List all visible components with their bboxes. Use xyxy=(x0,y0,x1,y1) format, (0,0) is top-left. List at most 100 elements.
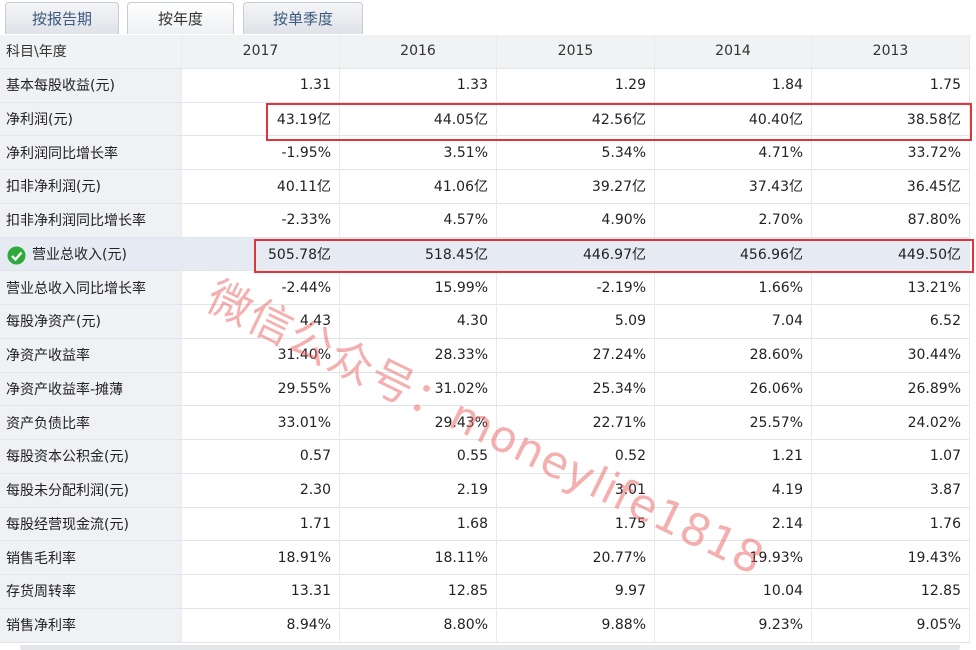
row-label: 基本每股收益(元) xyxy=(0,68,182,103)
value-cell: 5.34% xyxy=(497,136,655,170)
value-cell: 2.19 xyxy=(340,473,497,508)
value-cell: 22.71% xyxy=(497,406,655,440)
value-cell: 4.71% xyxy=(655,136,812,170)
row-label: 每股净资产(元) xyxy=(0,305,182,339)
value-cell: 28.60% xyxy=(655,338,812,373)
value-cell: 1.75 xyxy=(812,68,970,103)
value-cell: 9.05% xyxy=(812,608,970,643)
value-cell: 27.24% xyxy=(497,338,655,373)
value-cell: 29.43% xyxy=(340,406,497,440)
value-cell: 87.80% xyxy=(812,203,970,238)
value-cell: 4.30 xyxy=(340,305,497,339)
value-cell: 446.97亿 xyxy=(497,237,655,272)
value-cell: 4.43 xyxy=(182,305,340,339)
value-cell: -2.33% xyxy=(182,203,340,238)
value-cell: 3.51% xyxy=(340,136,497,170)
value-cell: 1.33 xyxy=(340,68,497,103)
value-cell: 30.44% xyxy=(812,338,970,373)
row-label: 存货周转率 xyxy=(0,575,182,609)
value-cell: 39.27亿 xyxy=(497,170,655,204)
value-cell: 7.04 xyxy=(655,305,812,339)
value-cell: 40.40亿 xyxy=(655,102,812,137)
value-cell: 2.70% xyxy=(655,203,812,238)
value-cell: 31.02% xyxy=(340,372,497,407)
value-cell: 0.55 xyxy=(340,440,497,474)
row-label: 扣非净利润(元) xyxy=(0,170,182,204)
header-cell: 2015 xyxy=(497,35,655,69)
value-cell: 1.21 xyxy=(655,440,812,474)
value-cell: 518.45亿 xyxy=(340,237,497,272)
value-cell: 31.40% xyxy=(182,338,340,373)
value-cell: 1.68 xyxy=(340,507,497,542)
value-cell: 33.72% xyxy=(812,136,970,170)
row-label: 净利润(元) xyxy=(0,102,182,137)
value-cell: 40.11亿 xyxy=(182,170,340,204)
value-cell: 24.02% xyxy=(812,406,970,440)
value-cell: 28.33% xyxy=(340,338,497,373)
value-cell: 15.99% xyxy=(340,271,497,305)
value-cell: 0.57 xyxy=(182,440,340,474)
value-cell: 42.56亿 xyxy=(497,102,655,137)
value-cell: 13.31 xyxy=(182,575,340,609)
row-label: 营业总收入(元) xyxy=(0,237,182,272)
value-cell: 25.57% xyxy=(655,406,812,440)
value-cell: 4.19 xyxy=(655,473,812,508)
value-cell: 26.89% xyxy=(812,372,970,407)
tab[interactable]: 按年度 xyxy=(127,2,234,34)
header-cell: 2016 xyxy=(340,35,497,69)
value-cell: 13.21% xyxy=(812,271,970,305)
value-cell: 4.57% xyxy=(340,203,497,238)
value-cell: 19.93% xyxy=(655,541,812,575)
value-cell: 12.85 xyxy=(812,575,970,609)
value-cell: 26.06% xyxy=(655,372,812,407)
tab[interactable]: 按报告期 xyxy=(5,2,119,34)
header-cell: 2017 xyxy=(182,35,340,69)
header-cell: 2013 xyxy=(812,35,970,69)
row-label: 净资产收益率-摊薄 xyxy=(0,372,182,407)
tab[interactable]: 按单季度 xyxy=(243,2,363,34)
row-label: 每股资本公积金(元) xyxy=(0,440,182,474)
header-cell: 2014 xyxy=(655,35,812,69)
value-cell: 8.94% xyxy=(182,608,340,643)
row-label: 净资产收益率 xyxy=(0,338,182,373)
row-label: 每股经营现金流(元) xyxy=(0,507,182,542)
header-cell: 科目\年度 xyxy=(0,35,182,69)
value-cell: 9.23% xyxy=(655,608,812,643)
scrollbar[interactable] xyxy=(20,645,960,650)
value-cell: 19.43% xyxy=(812,541,970,575)
value-cell: 41.06亿 xyxy=(340,170,497,204)
value-cell: 37.43亿 xyxy=(655,170,812,204)
value-cell: 20.77% xyxy=(497,541,655,575)
row-label: 营业总收入同比增长率 xyxy=(0,271,182,305)
value-cell: 1.75 xyxy=(497,507,655,542)
value-cell: 2.30 xyxy=(182,473,340,508)
value-cell: 6.52 xyxy=(812,305,970,339)
value-cell: 36.45亿 xyxy=(812,170,970,204)
value-cell: 1.29 xyxy=(497,68,655,103)
row-label: 销售净利率 xyxy=(0,608,182,643)
row-label: 销售毛利率 xyxy=(0,541,182,575)
value-cell: 1.07 xyxy=(812,440,970,474)
row-label: 净利润同比增长率 xyxy=(0,136,182,170)
value-cell: 38.58亿 xyxy=(812,102,970,137)
value-cell: 449.50亿 xyxy=(812,237,970,272)
row-label: 资产负债比率 xyxy=(0,406,182,440)
value-cell: 3.87 xyxy=(812,473,970,508)
value-cell: 456.96亿 xyxy=(655,237,812,272)
value-cell: 8.80% xyxy=(340,608,497,643)
value-cell: 25.34% xyxy=(497,372,655,407)
value-cell: 1.31 xyxy=(182,68,340,103)
value-cell: 0.52 xyxy=(497,440,655,474)
value-cell: 2.14 xyxy=(655,507,812,542)
value-cell: 1.66% xyxy=(655,271,812,305)
row-label: 扣非净利润同比增长率 xyxy=(0,203,182,238)
value-cell: 44.05亿 xyxy=(340,102,497,137)
value-cell: 1.76 xyxy=(812,507,970,542)
value-cell: -2.19% xyxy=(497,271,655,305)
value-cell: 1.84 xyxy=(655,68,812,103)
check-icon xyxy=(7,246,26,265)
value-cell: 43.19亿 xyxy=(182,102,340,137)
value-cell: 18.91% xyxy=(182,541,340,575)
value-cell: 3.01 xyxy=(497,473,655,508)
